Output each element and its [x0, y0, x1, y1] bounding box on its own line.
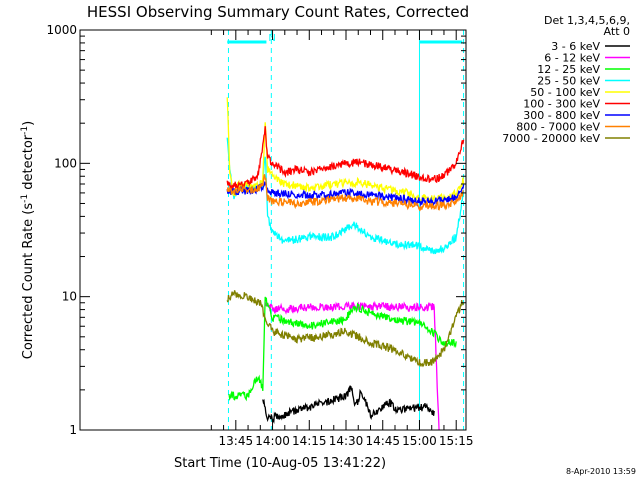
chart-title: HESSI Observing Summary Count Rates, Cor… [87, 3, 469, 21]
series-line [226, 290, 465, 368]
timestamp: 8-Apr-2010 13:59 [566, 467, 636, 476]
x-tick-label: 13:45 [219, 434, 254, 448]
series-line [226, 174, 464, 212]
legend-label: 3 - 6 keV [551, 40, 600, 53]
x-axis-label: Start Time (10-Aug-05 13:41:22) [174, 456, 386, 471]
y-tick-label: 10 [62, 290, 77, 304]
series-line [262, 385, 435, 425]
legend-label: 7000 - 20000 keV [502, 132, 600, 145]
legend-label: 6 - 12 keV [544, 52, 600, 65]
x-tick-label: 14:00 [255, 434, 290, 448]
series-layer [226, 97, 465, 430]
legend-label: 800 - 7000 keV [516, 121, 600, 134]
x-axis: 13:45 14:00 14:15 14:30 14:45 15:00 15:15 [210, 30, 474, 448]
x-tick-label: 15:00 [402, 434, 437, 448]
legend-label: 50 - 100 keV [530, 86, 600, 99]
legend-label: 12 - 25 keV [537, 63, 600, 76]
series-line [228, 296, 457, 402]
y-tick-label: 100 [54, 156, 77, 170]
series-line [264, 300, 440, 430]
legend-label: 100 - 300 keV [523, 98, 600, 111]
y-tick-label: 1 [69, 423, 77, 437]
y-tick-label: 1000 [46, 23, 77, 37]
x-tick-label: 14:45 [365, 434, 400, 448]
legend-header: Det 1,3,4,5,6,9, [544, 14, 630, 27]
legend-label: 300 - 800 keV [523, 109, 600, 122]
y-axis: 1 10 100 1000 [46, 23, 466, 437]
x-tick-label: 14:30 [329, 434, 364, 448]
x-tick-label: 14:15 [292, 434, 327, 448]
x-tick-label: 15:15 [439, 434, 474, 448]
series-line [226, 126, 465, 191]
legend-header: Att 0 [604, 25, 630, 38]
y-axis-label: Corrected Count Rate (s-1 detector-1) [20, 121, 36, 359]
legend-label: 25 - 50 keV [537, 75, 600, 88]
